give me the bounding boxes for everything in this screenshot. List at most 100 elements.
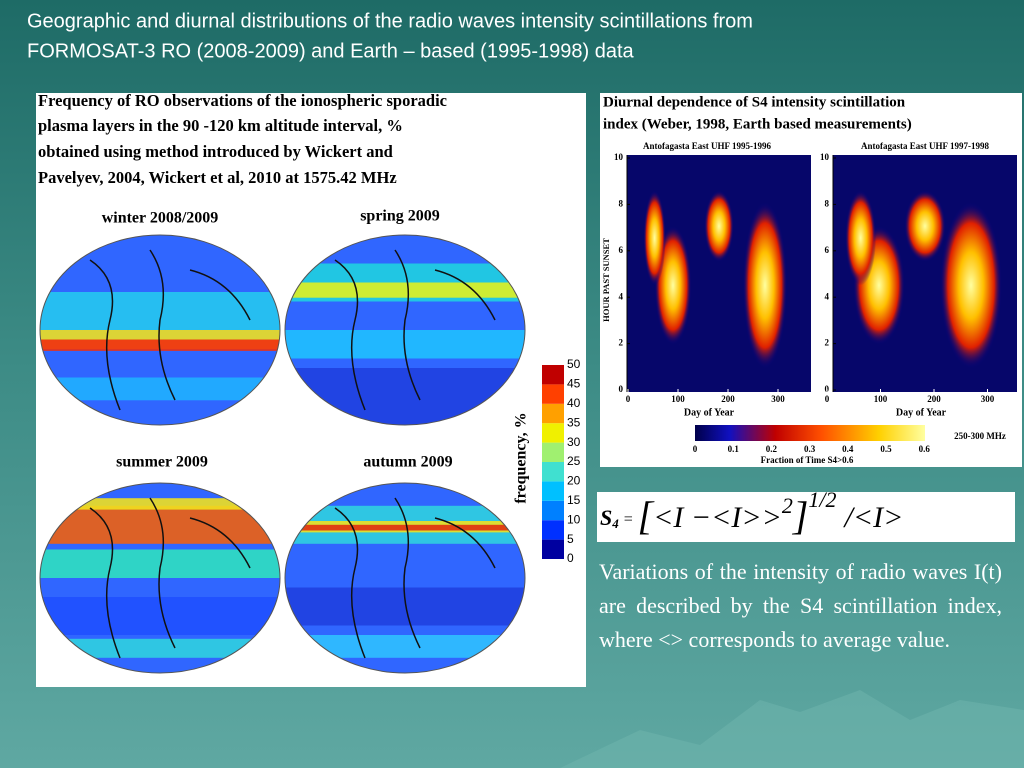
formula-box bbox=[597, 492, 1015, 542]
frequency-band: 250-300 MHz bbox=[954, 431, 1006, 441]
y-tick-label: 4 bbox=[825, 291, 830, 301]
panel-caption: Pavelyev, 2004, Wickert et al, 2010 at 1… bbox=[38, 168, 397, 187]
colorbar-tick-label: 0 bbox=[567, 551, 574, 565]
colorbar-cell bbox=[542, 500, 564, 521]
colorbar-tick-label: 0.2 bbox=[766, 444, 778, 454]
map-color-band bbox=[40, 505, 280, 544]
colorbar-cell bbox=[542, 403, 564, 424]
x-axis-label: Day of Year bbox=[684, 407, 735, 418]
colorbar-tick-label: 40 bbox=[567, 396, 581, 410]
y-tick-label: 2 bbox=[825, 338, 830, 348]
colorbar-tick-label: 0.1 bbox=[728, 444, 740, 454]
colorbar-cell bbox=[542, 442, 564, 462]
plot-subtitle: Antofagasta East UHF 1995-1996 bbox=[643, 141, 771, 151]
colorbar-cell bbox=[542, 384, 564, 404]
season-label: spring 2009 bbox=[360, 208, 440, 225]
heatmap-hotspot bbox=[704, 190, 734, 262]
season-label: winter 2008/2009 bbox=[102, 210, 219, 227]
colorbar-cell bbox=[542, 539, 564, 559]
mountain-decoration bbox=[560, 690, 1024, 768]
colorbar-tick-label: 15 bbox=[567, 493, 581, 507]
globe-map bbox=[285, 235, 525, 425]
continent-outline bbox=[89, 249, 251, 411]
heatmap-hotspot bbox=[742, 202, 788, 369]
x-axis-label: Day of Year bbox=[896, 407, 947, 418]
description: Variations of the intensity of radio wav… bbox=[599, 559, 1002, 652]
x-tick-label: 200 bbox=[927, 394, 941, 404]
y-axis-label: HOUR PAST SUNSET bbox=[601, 238, 611, 322]
globe-map bbox=[285, 483, 525, 673]
season-label: summer 2009 bbox=[116, 454, 208, 471]
panel-caption: obtained using method introduced by Wick… bbox=[38, 142, 393, 161]
colorbar-tick-label: 45 bbox=[567, 377, 581, 391]
map-color-band bbox=[40, 498, 280, 510]
colorbar-tick-label: 20 bbox=[567, 474, 581, 488]
globe-border bbox=[284, 234, 526, 426]
colorbar-tick-label: 50 bbox=[567, 357, 581, 371]
panel-caption: index (Weber, 1998, Earth based measurem… bbox=[603, 116, 912, 132]
y-tick-label: 8 bbox=[619, 198, 624, 208]
colorbar-tick-label: 0.5 bbox=[880, 444, 892, 454]
colorbar-tick-label: 0.6 bbox=[919, 444, 931, 454]
map-color-band bbox=[285, 282, 525, 298]
panel-caption: Diurnal dependence of S4 intensity scint… bbox=[603, 94, 906, 110]
x-tick-label: 100 bbox=[671, 394, 685, 404]
map-color-band bbox=[40, 377, 280, 401]
plot-subtitle: Antofagasta East UHF 1997-1998 bbox=[861, 141, 989, 151]
globe-border bbox=[39, 482, 281, 674]
x-tick-label: 100 bbox=[874, 394, 888, 404]
map-color-band bbox=[285, 524, 525, 531]
y-tick-label: 2 bbox=[619, 338, 624, 348]
colorbar-tick-label: 0 bbox=[693, 444, 698, 454]
colorbar-tick-label: 5 bbox=[567, 532, 574, 546]
y-tick-label: 8 bbox=[825, 198, 830, 208]
heatmap-hotspot bbox=[845, 190, 877, 286]
globe-border bbox=[39, 234, 281, 426]
map-color-band bbox=[285, 635, 525, 658]
y-tick-label: 0 bbox=[619, 384, 624, 394]
x-tick-label: 300 bbox=[771, 394, 785, 404]
season-label: autumn 2009 bbox=[363, 454, 452, 471]
s4-formula: S4 = [<I −<I>>2]1/2/<I> bbox=[600, 487, 903, 538]
colorbar-tick-label: 0.3 bbox=[804, 444, 816, 454]
diurnal-figure: Diurnal dependence of S4 intensity scint… bbox=[601, 94, 1006, 465]
y-tick-label: 10 bbox=[820, 152, 830, 162]
map-color-band bbox=[40, 638, 280, 658]
continent-outline bbox=[334, 249, 496, 411]
y-tick-label: 4 bbox=[619, 291, 624, 301]
y-tick-label: 6 bbox=[619, 245, 624, 255]
colorbar-cell bbox=[542, 365, 564, 385]
globe-map bbox=[40, 483, 280, 673]
scintillation-colorbar bbox=[695, 425, 925, 441]
heatmap-hotspot bbox=[904, 190, 946, 262]
colorbar-tick-label: 35 bbox=[567, 415, 581, 429]
colorbar-cell bbox=[542, 462, 564, 482]
y-tick-label: 10 bbox=[614, 152, 624, 162]
panel-caption: plasma layers in the 90 -120 km altitude… bbox=[38, 116, 403, 135]
colorbar-tick-label: 0.4 bbox=[842, 444, 854, 454]
globe-map bbox=[40, 235, 280, 425]
heatmap-hotspot bbox=[643, 190, 666, 286]
heatmap-hotspot bbox=[940, 202, 1002, 369]
colorbar-label: Fraction of Time S4>0.6 bbox=[761, 455, 854, 465]
x-tick-label: 0 bbox=[626, 394, 631, 404]
map-figure: Frequency of RO observations of the iono… bbox=[38, 91, 530, 504]
panel-caption: Frequency of RO observations of the iono… bbox=[38, 91, 447, 110]
colorbar-tick-label: 30 bbox=[567, 435, 581, 449]
x-tick-label: 0 bbox=[825, 394, 830, 404]
colorbar-cell bbox=[542, 423, 564, 443]
globe-border bbox=[284, 482, 526, 674]
colorbar-cell bbox=[542, 520, 564, 540]
colorbar-tick-label: 10 bbox=[567, 512, 581, 526]
slide-title: FORMOSAT-3 RO (2008-2009) and Earth – ba… bbox=[27, 40, 634, 62]
colorbar-cell bbox=[542, 481, 564, 501]
colorbar-label: frequency, % bbox=[513, 412, 530, 503]
colorbar-tick-label: 25 bbox=[567, 454, 581, 468]
x-tick-label: 200 bbox=[721, 394, 735, 404]
y-tick-label: 6 bbox=[825, 245, 830, 255]
x-tick-label: 300 bbox=[981, 394, 995, 404]
slide-title: Geographic and diurnal distributions of … bbox=[27, 10, 753, 32]
continent-outline bbox=[334, 497, 496, 659]
